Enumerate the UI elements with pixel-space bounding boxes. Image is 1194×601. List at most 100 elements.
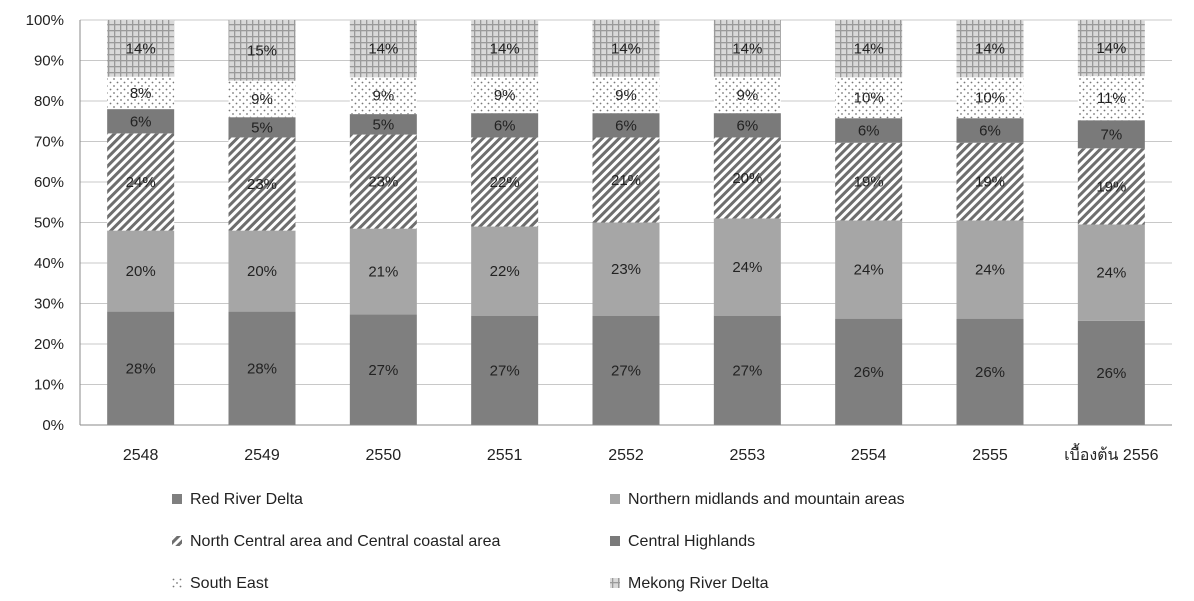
bar-segment: [592, 113, 660, 138]
bar-segment: [835, 142, 903, 221]
bar-segment: [107, 311, 175, 425]
data-label: 19%: [1096, 178, 1126, 195]
bar-segment: [592, 20, 660, 77]
data-label: 6%: [979, 122, 1001, 139]
bar-segment: [107, 76, 175, 110]
x-tick-label: 2554: [851, 447, 887, 464]
y-tick-label: 20%: [34, 336, 64, 353]
bar-segment: [713, 315, 781, 425]
data-label: 24%: [975, 262, 1005, 279]
bar-segment: [349, 228, 417, 315]
bar-segment: [471, 315, 539, 425]
y-tick-label: 40%: [34, 255, 64, 272]
x-tick-label: 2551: [487, 447, 523, 464]
legend-swatch: [172, 536, 182, 546]
data-label: 24%: [126, 174, 156, 191]
bar-segment: [1077, 224, 1145, 321]
x-tick-label: 2550: [366, 447, 402, 464]
data-label: 14%: [126, 40, 156, 57]
data-label: 22%: [490, 174, 520, 191]
legend-swatch: [610, 578, 620, 588]
x-tick-label: 2555: [972, 447, 1008, 464]
bar-segment: [713, 218, 781, 316]
data-label: 21%: [611, 172, 641, 189]
data-label: 6%: [615, 117, 637, 134]
x-tick-label: 2552: [608, 447, 644, 464]
bar-segment: [956, 220, 1024, 319]
data-label: 23%: [611, 261, 641, 278]
bar-segment: [107, 109, 175, 134]
data-label: 27%: [368, 362, 398, 379]
data-label: 22%: [490, 263, 520, 280]
bar-segment: [471, 226, 539, 316]
data-label: 21%: [368, 264, 398, 281]
data-label: 26%: [854, 364, 884, 381]
x-tick-label: 2553: [730, 447, 766, 464]
data-label: 23%: [247, 176, 277, 193]
legend-label: Red River Delta: [190, 491, 303, 508]
bar-segment: [592, 222, 660, 316]
legend-label: South East: [190, 575, 269, 592]
data-label: 28%: [126, 360, 156, 377]
data-label: 24%: [1096, 265, 1126, 282]
data-label: 26%: [1096, 365, 1126, 382]
legend-label: Central Highlands: [628, 533, 755, 550]
bar-segment: [1077, 76, 1145, 121]
bar-segment: [471, 137, 539, 227]
bar-segment: [107, 230, 175, 312]
legend-swatch: [172, 494, 182, 504]
data-label: 7%: [1100, 126, 1122, 143]
bar-segment: [1077, 120, 1145, 149]
bar-segment: [1077, 320, 1145, 425]
y-tick-label: 10%: [34, 377, 64, 394]
data-label: 20%: [126, 263, 156, 280]
bar-segment: [713, 113, 781, 138]
legend-label: Northern midlands and mountain areas: [628, 491, 905, 508]
bar-segment: [835, 118, 903, 143]
bar-segment: [349, 114, 417, 135]
bar-segment: [713, 76, 781, 114]
data-label: 10%: [975, 90, 1005, 107]
data-label: 20%: [732, 170, 762, 187]
data-label: 6%: [130, 113, 152, 130]
data-label: 9%: [615, 87, 637, 104]
data-label: 14%: [975, 41, 1005, 58]
bar-segment: [228, 137, 296, 231]
bar-segment: [228, 117, 296, 138]
y-tick-label: 90%: [34, 53, 64, 70]
bar-segment: [349, 134, 417, 229]
bar-segment: [956, 118, 1024, 143]
bar-segment: [471, 76, 539, 114]
bar-segment: [713, 20, 781, 77]
data-label: 24%: [854, 262, 884, 279]
bar-segment: [592, 137, 660, 223]
bar-segment: [835, 77, 903, 119]
bar-segment: [228, 20, 296, 81]
data-label: 11%: [1097, 90, 1126, 107]
legend-label: Mekong River Delta: [628, 575, 769, 592]
data-label: 14%: [1096, 40, 1126, 57]
bar-segment: [228, 80, 296, 118]
data-label: 24%: [732, 259, 762, 276]
bar-segment: [471, 113, 539, 138]
data-label: 6%: [858, 122, 880, 139]
data-label: 28%: [247, 360, 277, 377]
bar-segment: [228, 311, 296, 425]
data-label: 27%: [611, 362, 641, 379]
bar-segment: [835, 220, 903, 319]
data-label: 9%: [251, 91, 273, 108]
data-label: 10%: [854, 90, 884, 107]
legend-swatch: [610, 494, 620, 504]
data-label: 5%: [372, 116, 394, 133]
bar-segment: [107, 20, 175, 77]
bar-segment: [228, 230, 296, 312]
x-tick-label: 2548: [123, 447, 159, 464]
y-tick-label: 100%: [26, 12, 64, 29]
bar-segment: [713, 137, 781, 219]
y-tick-label: 50%: [34, 215, 64, 232]
data-label: 14%: [490, 40, 520, 57]
data-label: 6%: [736, 117, 758, 134]
bar-segment: [835, 318, 903, 425]
